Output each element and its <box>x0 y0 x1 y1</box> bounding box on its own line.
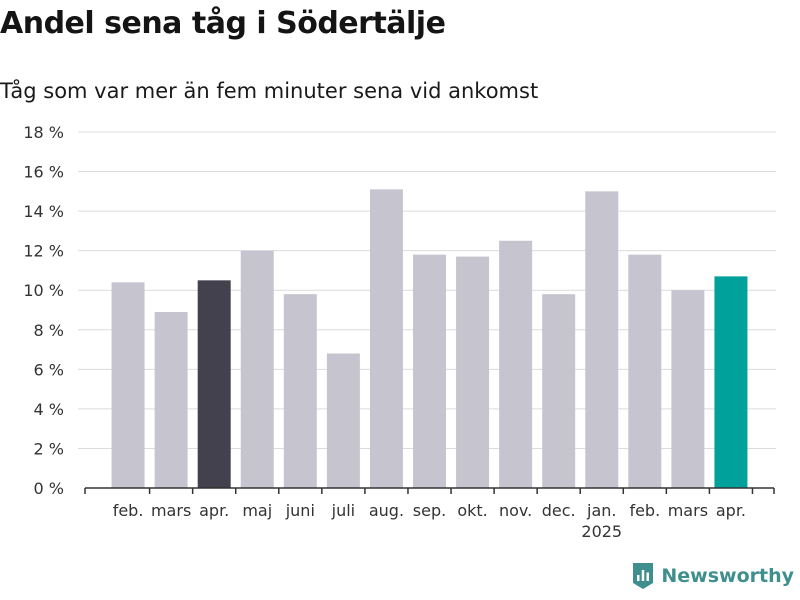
bar <box>111 282 145 488</box>
bar <box>456 256 490 488</box>
bar <box>197 280 231 488</box>
bar <box>542 294 576 488</box>
x-tick-label: feb. <box>113 501 144 520</box>
bar <box>369 189 403 488</box>
x-tick-label: mars <box>668 501 708 520</box>
x-tick-label: apr. <box>199 501 229 520</box>
chart-subtitle: Tåg som var mer än fem minuter sena vid … <box>0 79 539 103</box>
bar <box>585 191 619 489</box>
x-tick-label: aug. <box>369 501 404 520</box>
x-tick-label: feb. <box>629 501 660 520</box>
y-tick-label: 18 % <box>23 123 64 142</box>
y-tick-label: 0 % <box>34 479 64 498</box>
x-tick-label: sep. <box>413 501 446 520</box>
newsworthy-logo: Newsworthy <box>631 562 794 590</box>
chart-title: Andel sena tåg i Södertälje <box>0 6 446 41</box>
bar <box>671 290 705 488</box>
x-tick-label: apr. <box>716 501 746 520</box>
x-tick-label: jan. <box>586 501 616 520</box>
bar <box>154 311 188 488</box>
x-tick-label: dec. <box>542 501 576 520</box>
y-tick-label: 14 % <box>23 202 64 221</box>
y-tick-label: 10 % <box>23 281 64 300</box>
y-tick-label: 12 % <box>23 242 64 261</box>
y-tick-label: 8 % <box>34 321 64 340</box>
bar <box>413 254 446 488</box>
brand-name: Newsworthy <box>661 565 794 587</box>
x-year-label: 2025 <box>581 522 622 541</box>
x-tick-label: nov. <box>499 501 532 520</box>
x-tick-label: okt. <box>457 501 487 520</box>
x-tick-label: mars <box>151 501 191 520</box>
bar <box>240 250 274 488</box>
bar <box>283 294 317 488</box>
bar <box>499 240 533 488</box>
newsworthy-logo-icon <box>633 563 654 589</box>
bar <box>714 276 748 488</box>
y-tick-label: 2 % <box>34 439 64 458</box>
x-tick-label: maj <box>242 501 272 520</box>
x-tick-label: juni <box>285 501 315 520</box>
bar <box>326 353 360 488</box>
bar <box>628 254 662 488</box>
y-tick-label: 16 % <box>23 163 64 182</box>
x-tick-label: juli <box>331 501 355 520</box>
y-tick-label: 6 % <box>34 360 64 379</box>
y-tick-label: 4 % <box>34 400 64 419</box>
